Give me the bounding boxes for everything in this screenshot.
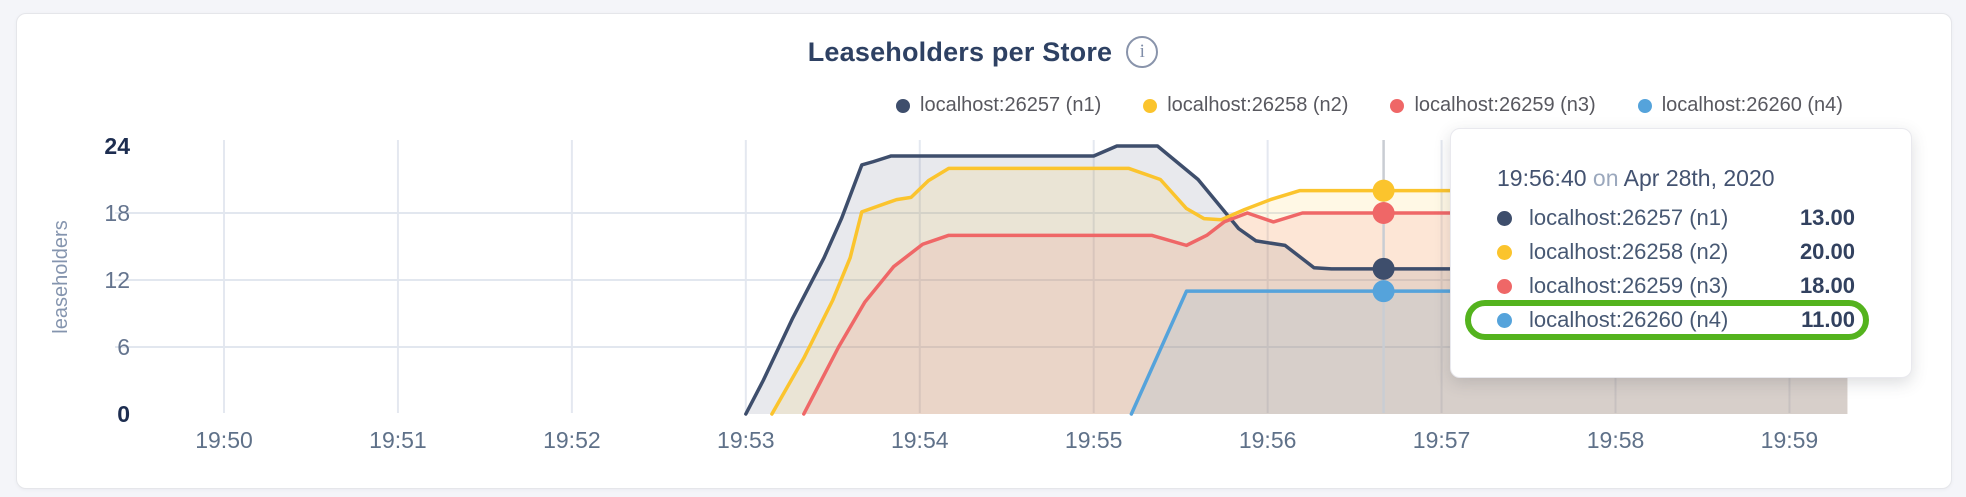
series-dot-n1: [1497, 210, 1512, 226]
chart-title: Leaseholders per Store: [807, 36, 1113, 67]
info-icon[interactable]: i: [1126, 36, 1159, 68]
tooltip-row-n3: localhost:26259 (n3) 18.00: [1497, 269, 1855, 303]
x-tick-label: 19:52: [543, 427, 601, 453]
tooltip-row-value: 20.00: [1799, 239, 1855, 264]
tooltip-timestamp: 19:56:40 on Apr 28th, 2020: [1497, 163, 1855, 193]
legend-item-n1[interactable]: localhost:26257 (n1): [896, 94, 1101, 117]
y-tick-label: 24: [104, 133, 130, 159]
chart-legend: localhost:26257 (n1) localhost:26258 (n2…: [896, 94, 1843, 117]
series-line: [802, 211, 1850, 416]
x-tick-label: 19:59: [1761, 427, 1819, 453]
tooltip-row-n4: localhost:26260 (n4) 11.00: [1465, 300, 1869, 340]
legend-label: localhost:26260 (n4): [1661, 94, 1843, 116]
legend-label: localhost:26257 (n1): [920, 94, 1102, 116]
hover-dot: [1372, 257, 1395, 280]
tooltip-date: Apr 28th, 2020: [1623, 165, 1775, 191]
series-line: [744, 144, 1850, 416]
y-tick-label: 18: [104, 200, 130, 226]
x-tick-label: 19:54: [891, 427, 949, 453]
tooltip-time: 19:56:40: [1497, 165, 1587, 191]
legend-item-n2[interactable]: localhost:26258 (n2): [1143, 94, 1348, 117]
tooltip-row-value: 11.00: [1801, 307, 1855, 332]
x-tick-label: 19:55: [1065, 427, 1123, 453]
chart-tooltip: 19:56:40 on Apr 28th, 2020 localhost:262…: [1450, 128, 1912, 378]
tooltip-row-value: 18.00: [1799, 273, 1855, 298]
legend-dot-n4: [1637, 98, 1652, 113]
hover-dot: [1372, 201, 1395, 224]
x-tick-label: 19:56: [1239, 427, 1297, 453]
series-dot-n4: [1497, 312, 1512, 328]
legend-label: localhost:26259 (n3): [1414, 94, 1596, 116]
y-tick-label: 0: [117, 401, 130, 427]
legend-dot-n1: [896, 98, 910, 113]
x-tick-label: 19:50: [195, 427, 253, 453]
tooltip-conjunction: on: [1592, 165, 1619, 191]
chart-header: Leaseholders per Store i: [0, 36, 1966, 68]
x-tick-label: 19:53: [717, 427, 775, 453]
legend-item-n3[interactable]: localhost:26259 (n3): [1390, 94, 1596, 117]
x-tick-label: 19:51: [369, 427, 427, 453]
series-dot-n3: [1497, 278, 1512, 294]
legend-item-n4[interactable]: localhost:26260 (n4): [1637, 94, 1843, 117]
y-axis-label: leaseholders: [50, 220, 72, 334]
tooltip-row-label: localhost:26259 (n3): [1529, 273, 1729, 298]
legend-dot-n2: [1143, 98, 1158, 113]
tooltip-row-label: localhost:26257 (n1): [1529, 205, 1729, 230]
legend-dot-n3: [1390, 98, 1405, 113]
y-tick-label: 12: [104, 267, 130, 293]
tooltip-row-label: localhost:26258 (n2): [1529, 239, 1729, 264]
tooltip-row-n1: localhost:26257 (n1) 13.00: [1497, 201, 1855, 235]
series-dot-n2: [1497, 244, 1512, 260]
x-tick-label: 19:58: [1587, 427, 1645, 453]
tooltip-row-label: localhost:26260 (n4): [1529, 307, 1729, 332]
x-tick-label: 19:57: [1413, 427, 1471, 453]
hover-dot: [1372, 179, 1395, 202]
legend-label: localhost:26258 (n2): [1167, 94, 1349, 116]
tooltip-row-value: 13.00: [1799, 205, 1855, 230]
y-tick-label: 6: [117, 334, 130, 360]
hover-dot: [1372, 280, 1395, 303]
series-line: [770, 166, 1850, 416]
tooltip-row-n2: localhost:26258 (n2) 20.00: [1497, 235, 1855, 269]
